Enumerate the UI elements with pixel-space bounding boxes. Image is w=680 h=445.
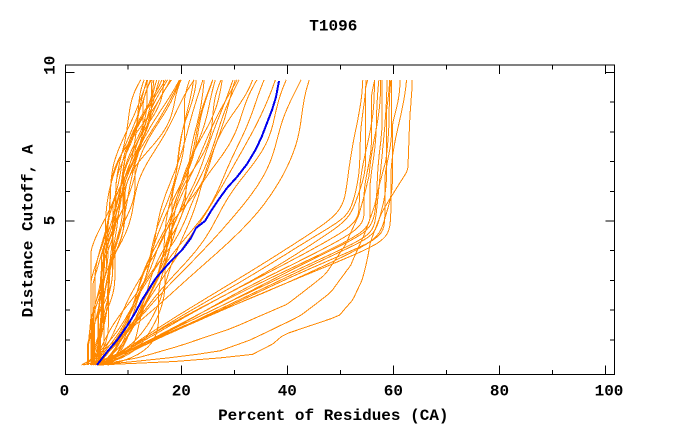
svg-text:Percent of Residues (CA): Percent of Residues (CA) — [218, 407, 448, 425]
svg-text:100: 100 — [595, 383, 624, 401]
svg-text:40: 40 — [278, 383, 297, 401]
svg-text:60: 60 — [384, 383, 403, 401]
svg-text:0: 0 — [60, 383, 70, 401]
svg-text:T1096: T1096 — [309, 17, 357, 35]
svg-text:Distance Cutoff, A: Distance Cutoff, A — [20, 144, 38, 317]
svg-text:20: 20 — [172, 383, 191, 401]
svg-text:10: 10 — [42, 56, 60, 75]
svg-text:5: 5 — [42, 216, 60, 226]
svg-text:80: 80 — [490, 383, 509, 401]
